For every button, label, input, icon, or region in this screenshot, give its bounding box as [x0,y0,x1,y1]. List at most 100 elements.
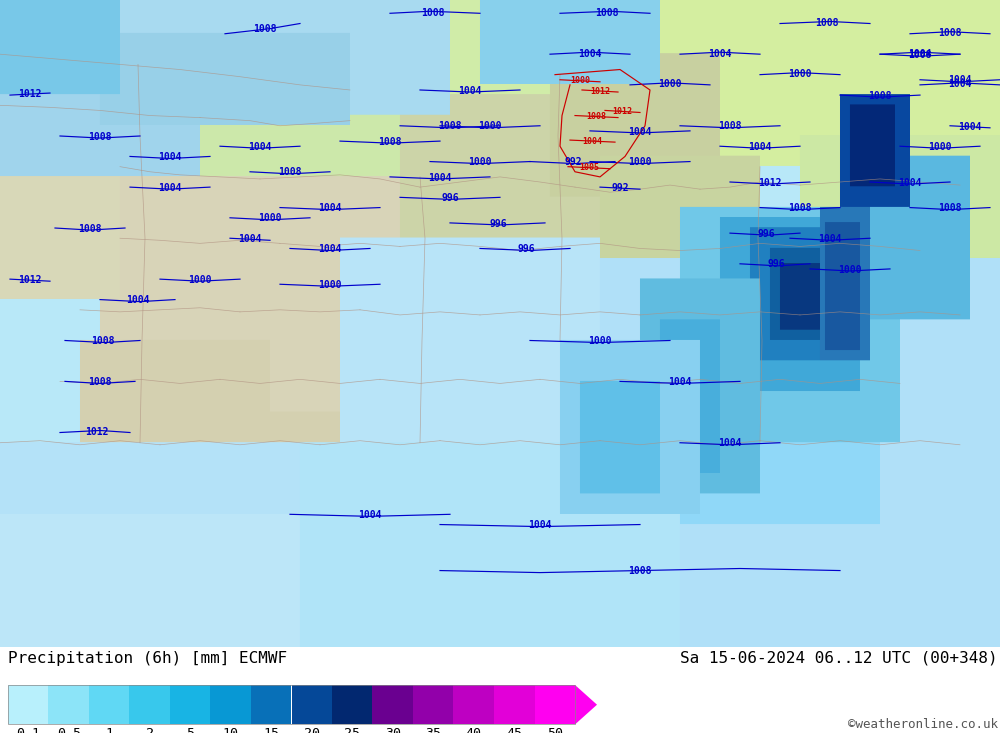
Text: Sa 15-06-2024 06..12 UTC (00+348): Sa 15-06-2024 06..12 UTC (00+348) [680,651,998,666]
Text: 1000: 1000 [588,336,612,346]
Text: 20: 20 [304,727,320,733]
Text: 50: 50 [547,727,563,733]
Text: 992: 992 [611,183,629,193]
Text: 1004: 1004 [358,510,382,520]
Text: 1008: 1008 [938,203,962,213]
Text: 1012: 1012 [758,177,782,188]
Text: 1004: 1004 [718,438,742,449]
Bar [48,685,89,724]
Text: 1004: 1004 [582,136,602,146]
Text: 1004: 1004 [908,48,932,59]
Text: 1008: 1008 [815,18,838,28]
Text: 1008: 1008 [938,28,962,38]
Text: 1012: 1012 [18,89,42,99]
Text: 1012: 1012 [85,427,108,437]
Text: 1004: 1004 [668,377,692,387]
Bar [170,685,210,724]
Bar [210,685,251,724]
Text: 1004: 1004 [898,177,922,188]
Text: 1008: 1008 [595,7,618,18]
Text: 30: 30 [385,727,401,733]
Bar [292,685,332,724]
Text: 1004: 1004 [628,127,652,136]
Text: 1004: 1004 [578,48,602,59]
Text: 1004: 1004 [708,48,732,59]
Text: 1008: 1008 [92,336,115,346]
Text: 1008: 1008 [718,122,742,131]
Text: 1004: 1004 [158,183,182,193]
Bar [129,685,170,724]
Text: 996: 996 [441,193,459,203]
Text: 996: 996 [757,229,775,239]
Text: 25: 25 [344,727,360,733]
Text: 1008: 1008 [88,132,112,141]
Bar [89,685,130,724]
Bar [8,685,575,724]
Text: 996: 996 [518,244,535,254]
Text: 1008: 1008 [628,566,652,575]
Text: 996: 996 [490,218,507,229]
Text: 1004: 1004 [948,75,972,86]
Text: 2: 2 [146,727,154,733]
Text: 1008: 1008 [78,224,102,234]
Text: 1: 1 [105,727,113,733]
Text: 1004: 1004 [458,86,482,96]
Text: ©weatheronline.co.uk: ©weatheronline.co.uk [848,718,998,732]
Text: 1000: 1000 [628,158,652,167]
Text: 1012: 1012 [612,107,633,116]
Text: 1004: 1004 [158,152,182,162]
Text: 1000: 1000 [928,142,952,152]
Text: 10: 10 [223,727,239,733]
Text: 1000: 1000 [570,76,590,85]
Text: 1004: 1004 [958,122,982,132]
Text: 1000: 1000 [318,280,342,290]
Text: 1000: 1000 [258,213,282,224]
Text: 1008: 1008 [278,167,302,177]
Text: 1004: 1004 [428,172,452,183]
Text: 40: 40 [466,727,482,733]
Text: 1008: 1008 [438,122,462,131]
Text: 1004: 1004 [238,235,262,244]
Bar [453,685,494,724]
Bar [372,685,413,724]
Text: 1000: 1000 [478,122,502,131]
Text: 1008: 1008 [253,23,277,34]
Text: 1000: 1000 [468,158,492,167]
Text: 1000: 1000 [658,79,682,89]
Text: 1004: 1004 [318,203,342,213]
Text: 1008: 1008 [868,91,892,100]
Text: 1008: 1008 [788,203,812,213]
Bar [494,685,534,724]
Text: 45: 45 [506,727,522,733]
Text: 996: 996 [767,259,785,270]
Text: 1004: 1004 [248,142,272,152]
Bar [534,685,575,724]
Text: 992: 992 [565,158,582,167]
Text: 5: 5 [186,727,194,733]
Text: 1000: 1000 [838,265,862,275]
Text: 35: 35 [425,727,441,733]
Bar [332,685,372,724]
Text: 1008: 1008 [422,7,445,18]
Text: 1008: 1008 [88,377,112,387]
Text: 1008: 1008 [908,50,932,60]
Text: 0.1: 0.1 [16,727,40,733]
Text: 1004: 1004 [948,79,972,89]
Text: 1000: 1000 [788,69,812,79]
Bar [251,685,291,724]
Text: 1008: 1008 [586,112,606,121]
Text: 1004: 1004 [748,142,772,152]
Text: Precipitation (6h) [mm] ECMWF: Precipitation (6h) [mm] ECMWF [8,651,287,666]
Polygon shape [575,685,597,724]
Text: 15: 15 [263,727,279,733]
Text: 1000: 1000 [188,275,212,285]
Text: 1008: 1008 [378,137,402,147]
Text: 0.5: 0.5 [57,727,81,733]
Text: 1004: 1004 [127,295,150,305]
Text: 1004: 1004 [818,234,842,244]
Bar [8,685,48,724]
Text: 1004: 1004 [528,520,552,530]
Bar [413,685,453,724]
Text: 1012: 1012 [590,86,610,95]
Text: 1004: 1004 [318,244,342,254]
